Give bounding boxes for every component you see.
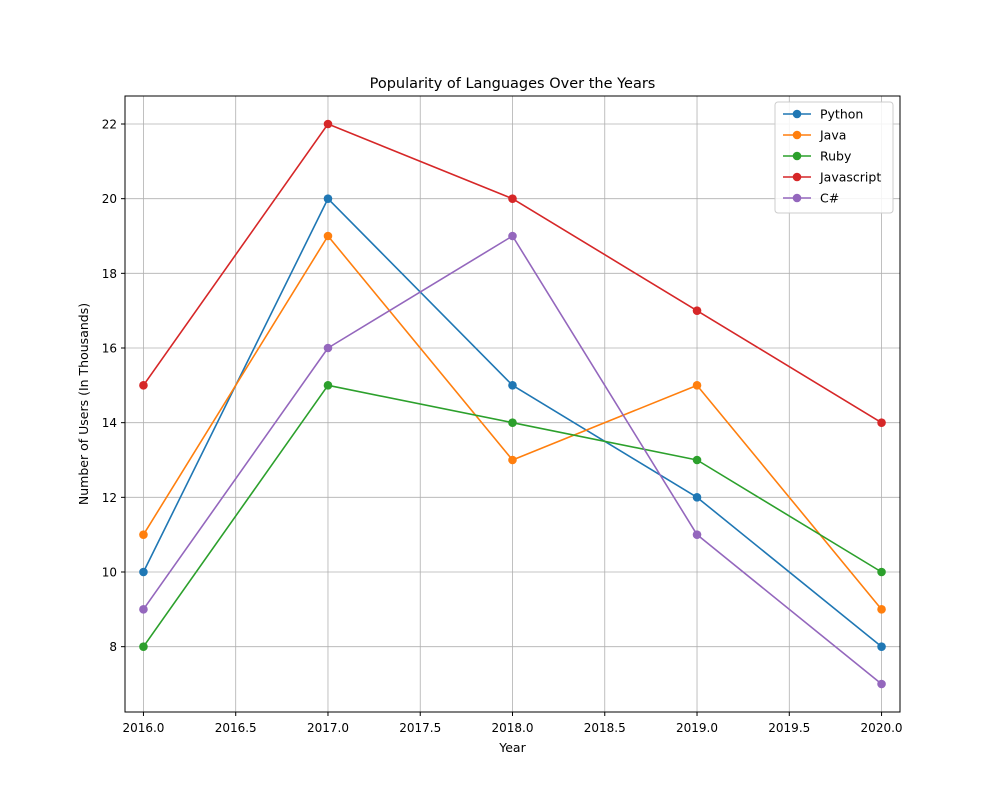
y-tick-label: 12	[102, 491, 117, 505]
data-point-javascript	[139, 381, 148, 390]
y-axis: 8 10 12 14 16 18 20 22	[102, 118, 125, 654]
x-tick-label: 2016.5	[215, 721, 257, 735]
data-point-javascript	[323, 119, 333, 129]
x-tick-label: 2017.5	[399, 721, 441, 735]
data-point-java	[139, 530, 148, 539]
legend-box	[774, 101, 894, 214]
data-point-javascript	[508, 194, 517, 203]
series-layer	[139, 119, 886, 689]
x-tick-label: 2017.0	[307, 721, 349, 735]
data-point-javascript	[692, 306, 702, 315]
data-point-csharp	[323, 343, 333, 353]
legend-item-csharp: C#	[783, 191, 839, 206]
legend-label: C#	[820, 191, 839, 206]
data-point-javascript	[877, 418, 886, 427]
data-point-java	[508, 455, 517, 465]
x-axis: 2016.0 2016.5 2017.0 2017.5 2018.0 2018.5 2019…	[122, 712, 903, 735]
y-tick-label: 22	[102, 118, 117, 132]
legend-marker	[792, 172, 802, 182]
data-point-python	[692, 493, 702, 502]
x-tick-label: 2016.0	[122, 721, 164, 735]
data-point-java	[692, 381, 702, 390]
y-tick-label: 20	[102, 192, 117, 206]
data-point-python	[323, 194, 333, 203]
data-point-ruby	[139, 642, 148, 651]
data-point-ruby	[692, 455, 702, 465]
x-tick-label: 2018.5	[584, 721, 626, 735]
legend-marker	[792, 109, 802, 119]
legend-label: Javascript	[819, 170, 881, 185]
data-point-ruby	[877, 567, 886, 577]
series-java	[139, 231, 886, 614]
legend-item-java: Java	[783, 128, 846, 143]
legend-item-python: Python	[783, 107, 863, 122]
data-point-python	[139, 567, 148, 577]
legend-label: Ruby	[820, 149, 852, 164]
y-axis-label: Number of Users (In Thousands)	[76, 303, 91, 505]
data-point-java	[323, 231, 333, 241]
series-ruby	[139, 381, 886, 651]
data-point-java	[877, 605, 886, 614]
x-tick-label: 2020.0	[861, 721, 903, 735]
legend-marker	[792, 151, 802, 161]
y-tick-label: 8	[109, 640, 117, 654]
legend-label: Java	[819, 128, 846, 143]
series-javascript	[139, 119, 886, 427]
data-point-csharp	[692, 530, 702, 539]
chart-title: Popularity of Languages Over the Years	[370, 76, 656, 92]
y-tick-label: 14	[102, 416, 117, 430]
legend-marker	[792, 193, 802, 203]
y-tick-label: 18	[102, 267, 117, 281]
x-tick-label: 2019.5	[768, 721, 810, 735]
data-point-python	[508, 381, 517, 390]
y-tick-label: 10	[102, 566, 117, 580]
series-python	[139, 194, 886, 651]
x-tick-label: 2018.0	[492, 721, 534, 735]
series-csharp	[139, 231, 886, 689]
legend-item-javascript: Javascript	[783, 170, 881, 185]
legend-item-ruby: Ruby	[783, 149, 852, 164]
data-point-csharp	[139, 605, 148, 614]
data-point-csharp	[508, 231, 517, 241]
data-point-ruby	[323, 381, 333, 390]
legend-label: Python	[820, 107, 863, 122]
x-axis-label: Year	[498, 740, 526, 755]
data-point-csharp	[877, 679, 886, 689]
legend: Python Java Ruby Javascript C#	[774, 101, 894, 214]
data-point-python	[877, 642, 886, 651]
y-tick-label: 16	[102, 342, 117, 356]
legend-marker	[792, 130, 802, 140]
data-point-ruby	[508, 418, 517, 427]
x-tick-label: 2019.0	[676, 721, 718, 735]
